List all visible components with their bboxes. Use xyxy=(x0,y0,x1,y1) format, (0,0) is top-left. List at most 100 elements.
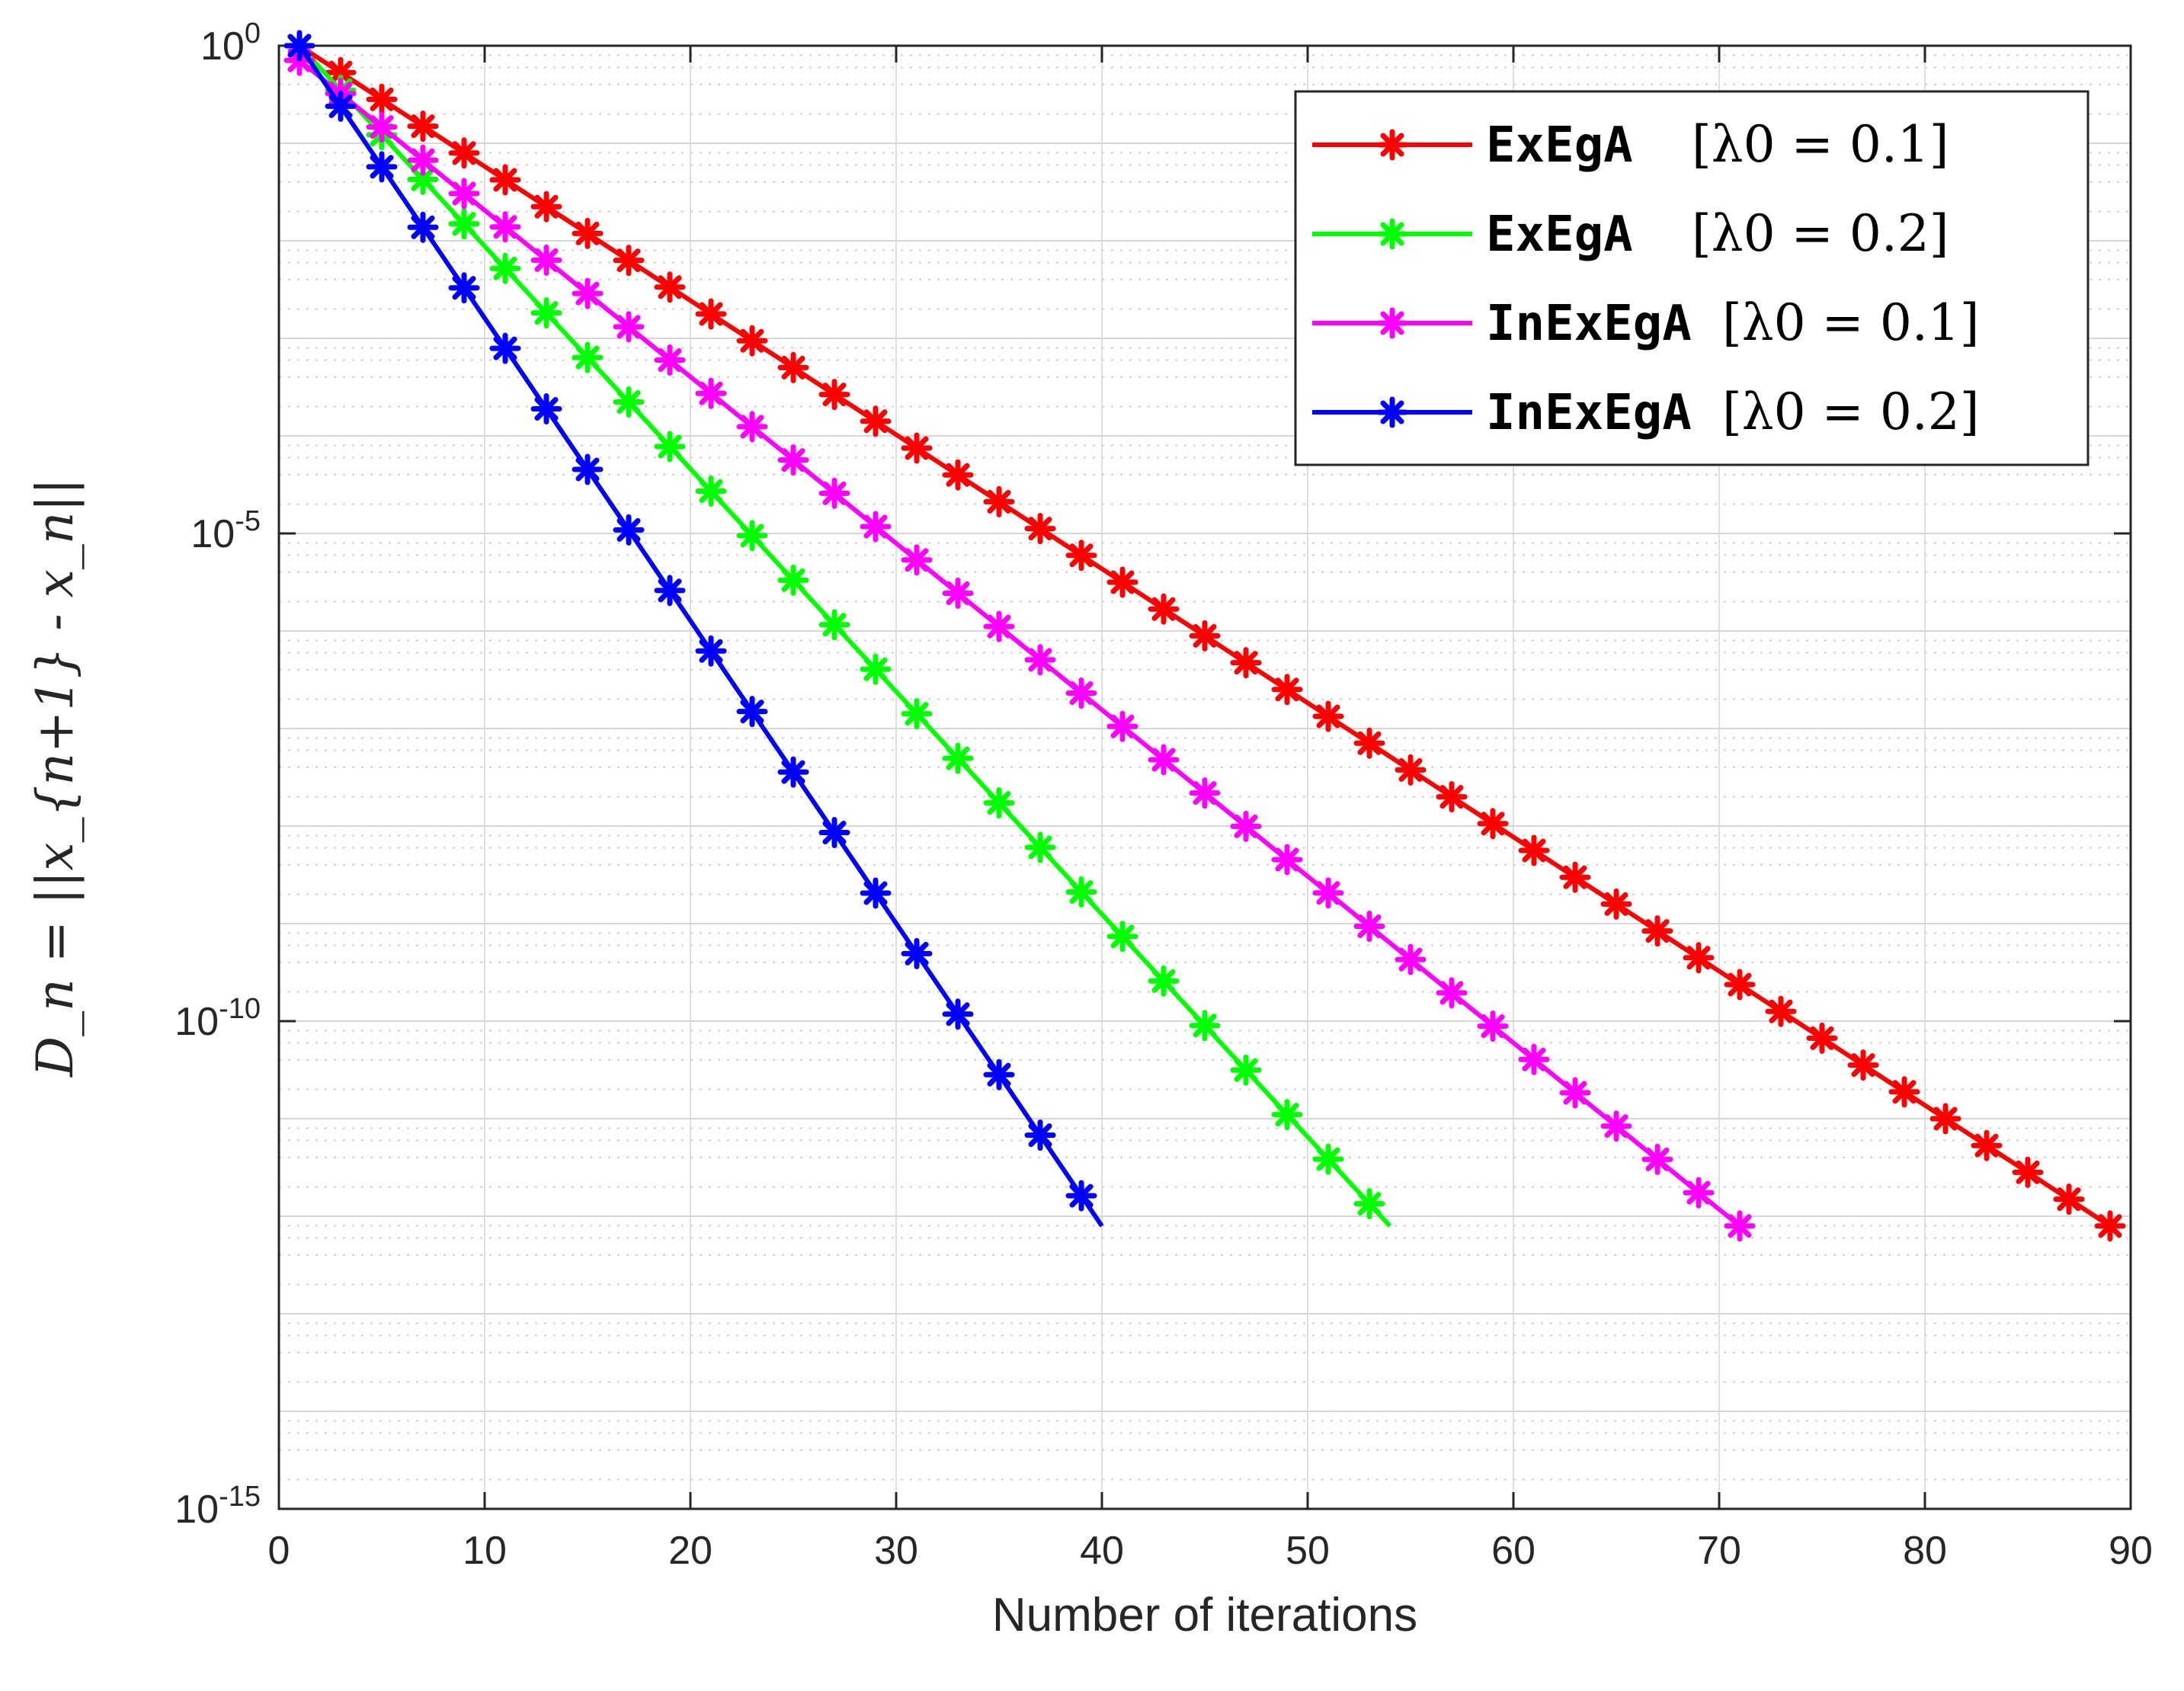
x-tick-label: 30 xyxy=(874,1529,918,1573)
marker-stroke xyxy=(1193,623,1217,648)
series-marker xyxy=(283,30,315,62)
marker-stroke xyxy=(905,941,929,966)
marker-stroke xyxy=(1151,748,1176,772)
marker-stroke xyxy=(740,700,764,724)
series-marker xyxy=(1148,744,1180,776)
series-marker xyxy=(1271,1099,1303,1131)
series-marker xyxy=(1106,566,1138,598)
series-marker xyxy=(572,453,604,485)
series-marker xyxy=(1024,831,1056,863)
marker-stroke xyxy=(493,336,517,360)
series-marker xyxy=(983,610,1015,642)
marker-stroke xyxy=(1275,677,1299,702)
marker-stroke xyxy=(1110,924,1135,949)
marker-stroke xyxy=(740,328,764,353)
y-tick-label: 10-10 xyxy=(175,993,261,1044)
marker-stroke xyxy=(1892,1080,1917,1104)
marker-stroke xyxy=(946,1002,970,1026)
marker-stroke xyxy=(1069,681,1094,706)
y-tick-label: 10-15 xyxy=(175,1481,261,1532)
series-marker xyxy=(901,432,933,464)
marker-stroke xyxy=(1275,1103,1299,1127)
marker-stroke xyxy=(1604,892,1628,916)
marker-stroke xyxy=(1357,1192,1382,1216)
y-tick-exponent: 0 xyxy=(245,18,261,50)
marker-stroke xyxy=(328,94,353,118)
x-tick-label: 10 xyxy=(463,1529,507,1573)
marker-stroke xyxy=(616,390,641,415)
series-marker xyxy=(1189,1010,1221,1042)
series-marker xyxy=(1189,620,1221,652)
marker-stroke xyxy=(370,87,394,111)
y-axis-label: D_n = ||x_{n+1} - x_n|| xyxy=(26,478,85,1078)
series-line xyxy=(297,44,1104,1228)
series-0 xyxy=(283,30,2126,1242)
series-marker xyxy=(1683,942,1715,974)
marker-stroke xyxy=(822,481,847,505)
legend-label: InExEgA xyxy=(1486,385,1692,441)
series-marker xyxy=(818,609,850,641)
series-marker xyxy=(860,511,892,543)
y-tick-exponent: -5 xyxy=(235,505,261,537)
series-marker xyxy=(1353,1188,1385,1220)
series-3 xyxy=(283,30,1104,1228)
marker-stroke xyxy=(1028,1123,1052,1148)
marker-stroke xyxy=(658,578,682,603)
series-marker xyxy=(1024,513,1056,545)
marker-stroke xyxy=(1028,517,1052,541)
series-marker xyxy=(1971,1129,2003,1161)
marker-stroke xyxy=(1028,648,1052,672)
x-tick-label: 50 xyxy=(1286,1529,1330,1573)
series-marker xyxy=(654,575,686,607)
x-tick-label: 60 xyxy=(1491,1529,1536,1573)
marker-stroke xyxy=(616,248,641,273)
y-tick-exponent: -15 xyxy=(219,1481,261,1513)
marker-stroke xyxy=(863,514,888,539)
series-marker xyxy=(1518,1043,1550,1075)
series-marker xyxy=(1065,1180,1097,1212)
marker-stroke xyxy=(781,568,805,592)
series-marker xyxy=(736,325,768,357)
series-marker xyxy=(736,520,768,552)
x-axis-label: Number of iterations xyxy=(992,1589,1417,1641)
marker-stroke xyxy=(781,760,805,784)
series-marker xyxy=(613,245,645,277)
series-marker xyxy=(489,164,521,196)
x-tick-label: 40 xyxy=(1080,1529,1124,1573)
marker-stroke xyxy=(370,155,394,179)
marker-stroke xyxy=(987,489,1011,514)
series-marker xyxy=(860,877,892,909)
series-marker xyxy=(901,698,933,730)
series-marker xyxy=(860,653,892,685)
marker-stroke xyxy=(1110,570,1135,594)
marker-stroke xyxy=(658,348,682,373)
marker-stroke xyxy=(1151,597,1176,621)
marker-stroke xyxy=(1110,714,1135,738)
marker-stroke xyxy=(411,114,435,139)
series-marker xyxy=(736,696,768,728)
series-marker xyxy=(1376,218,1408,250)
series-marker xyxy=(777,351,809,383)
marker-stroke xyxy=(658,275,682,299)
plot-area-frame xyxy=(277,44,2132,1510)
marker-stroke xyxy=(1851,1053,1875,1078)
series-marker xyxy=(1230,810,1262,842)
legend-entry: ExEgA [λ0 = 0.2] xyxy=(1312,204,1949,263)
marker-stroke xyxy=(1398,947,1423,972)
marker-stroke xyxy=(987,614,1011,639)
legend-entry: ExEgA [λ0 = 0.1] xyxy=(1312,115,1949,174)
series-marker xyxy=(1395,754,1427,786)
series-marker xyxy=(1724,969,1756,1001)
marker-stroke xyxy=(1481,1014,1505,1039)
y-tick-label: 10-5 xyxy=(191,505,261,556)
series-marker xyxy=(407,144,439,176)
series-marker xyxy=(1106,710,1138,742)
series-marker xyxy=(1230,1054,1262,1086)
marker-stroke xyxy=(1645,919,1670,943)
marker-stroke xyxy=(452,276,476,300)
marker-stroke xyxy=(1563,1081,1587,1105)
marker-stroke xyxy=(534,248,559,272)
series-marker xyxy=(572,341,604,373)
series-marker xyxy=(654,344,686,376)
